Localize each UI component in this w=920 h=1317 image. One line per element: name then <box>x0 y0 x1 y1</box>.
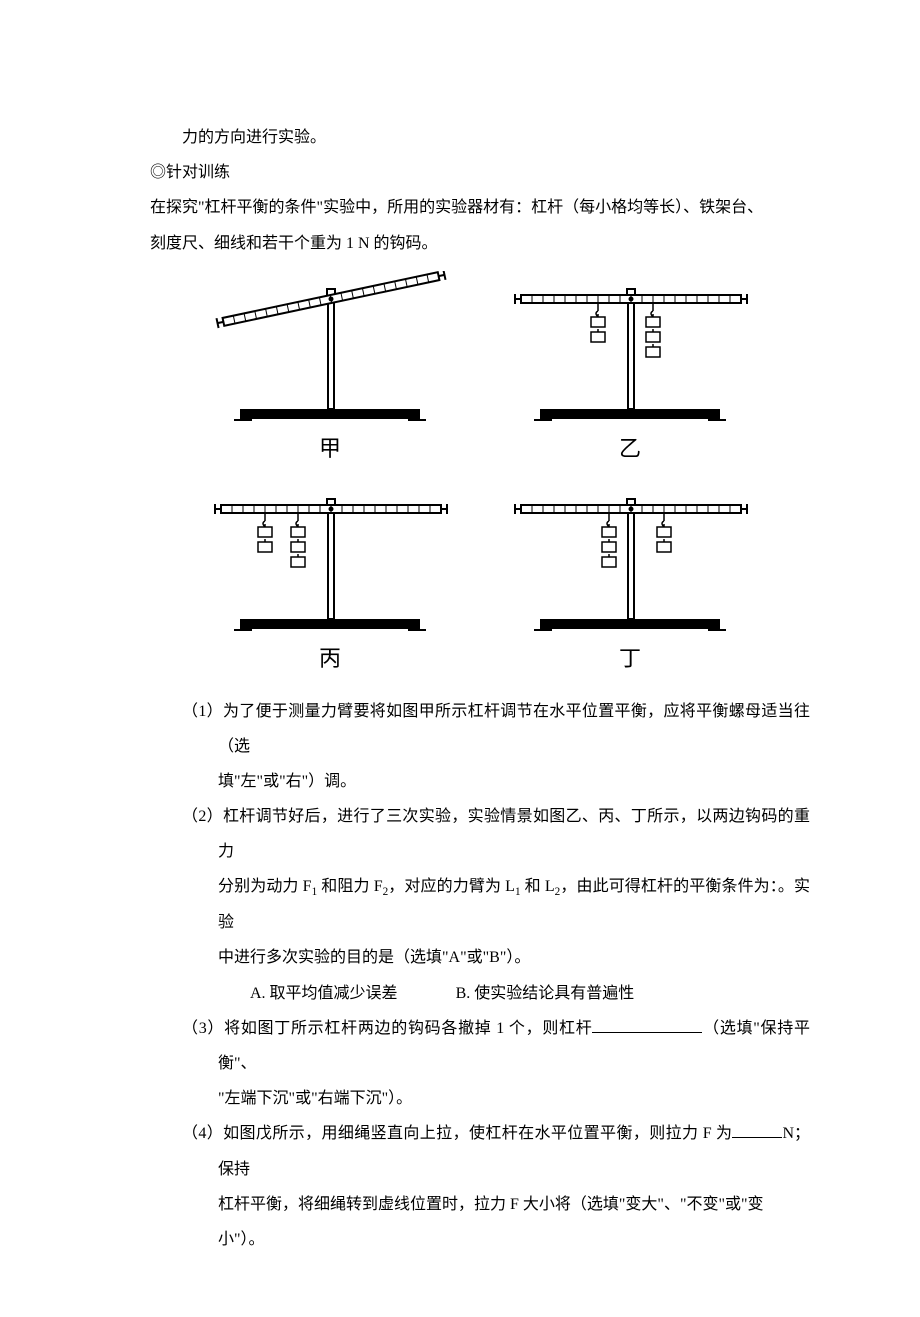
figure-bing: 丙 <box>200 481 460 683</box>
prompt-line-2: 刻度尺、细线和若干个重为 1 N 的钩码。 <box>150 226 810 261</box>
option-b: B. 使实验结论具有普遍性 <box>456 985 635 1002</box>
question-1-line-1: （1）为了便于测量力臂要将如图甲所示杠杆调节在水平位置平衡，应将平衡螺母适当往（… <box>218 694 810 764</box>
figure-jia: 甲 <box>200 271 460 473</box>
figure-label-ding: 丁 <box>619 635 641 683</box>
diagram-bing <box>200 481 460 631</box>
q3-pre: （3）将如图丁所示杠杆两边的钩码各撤掉 1 个，则杠杆 <box>182 1020 592 1037</box>
figure-label-bing: 丙 <box>319 635 341 683</box>
q4-pre: （4）如图戊所示，用细绳竖直向上拉，使杠杆在水平位置平衡，则拉力 F 为 <box>182 1125 732 1142</box>
question-3-line-2: "左端下沉"或"右端下沉"）。 <box>218 1081 810 1116</box>
figure-row-1: 甲 乙 <box>150 271 810 473</box>
option-a: A. 取平均值减少误差 <box>250 985 398 1002</box>
question-2-line-3: 中进行多次实验的目的是（选填"A"或"B"）。 <box>218 940 810 975</box>
figure-label-jia: 甲 <box>319 425 341 473</box>
question-2-line-1: （2）杠杆调节好后，进行了三次实验，实验情景如图乙、丙、丁所示，以两边钩码的重力 <box>218 799 810 869</box>
document-page: 力的方向进行实验。 ◎针对训练 在探究"杠杆平衡的条件"实验中，所用的实验器材有… <box>0 0 920 1317</box>
intro-fragment: 力的方向进行实验。 <box>182 120 810 155</box>
question-2-options: A. 取平均值减少误差 B. 使实验结论具有普遍性 <box>250 976 810 1011</box>
question-4-line-1: （4）如图戊所示，用细绳竖直向上拉，使杠杆在水平位置平衡，则拉力 F 为N；保持 <box>218 1116 810 1186</box>
figure-yi: 乙 <box>500 271 760 473</box>
diagram-ding <box>500 481 760 631</box>
section-header: ◎针对训练 <box>150 155 810 190</box>
blank-q3 <box>592 1016 702 1033</box>
figure-grid: 甲 乙 丙 丁 <box>150 271 810 684</box>
q2-seg-d: 和 L <box>521 878 555 895</box>
question-4-line-3: 小"）。 <box>218 1222 810 1257</box>
diagram-jia <box>200 271 460 421</box>
q2-seg-b: 和阻力 F <box>317 878 382 895</box>
blank-q4 <box>732 1121 782 1138</box>
q2-seg-c: ，对应的力臂为 L <box>388 878 515 895</box>
question-3-line-1: （3）将如图丁所示杠杆两边的钩码各撤掉 1 个，则杠杆（选填"保持平衡"、 <box>218 1011 810 1081</box>
diagram-yi <box>500 271 760 421</box>
q2-seg-a: 分别为动力 F <box>218 878 312 895</box>
figure-ding: 丁 <box>500 481 760 683</box>
question-4-line-2: 杠杆平衡，将细绳转到虚线位置时，拉力 F 大小将（选填"变大"、"不变"或"变 <box>218 1187 810 1222</box>
prompt-line-1: 在探究"杠杆平衡的条件"实验中，所用的实验器材有：杠杆（每小格均等长）、铁架台、 <box>150 190 810 225</box>
figure-row-2: 丙 丁 <box>150 481 810 683</box>
question-1-line-2: 填"左"或"右"）调。 <box>218 764 810 799</box>
figure-label-yi: 乙 <box>619 425 641 473</box>
question-2-line-2: 分别为动力 F1 和阻力 F2，对应的力臂为 L1 和 L2，由此可得杠杆的平衡… <box>218 869 810 940</box>
